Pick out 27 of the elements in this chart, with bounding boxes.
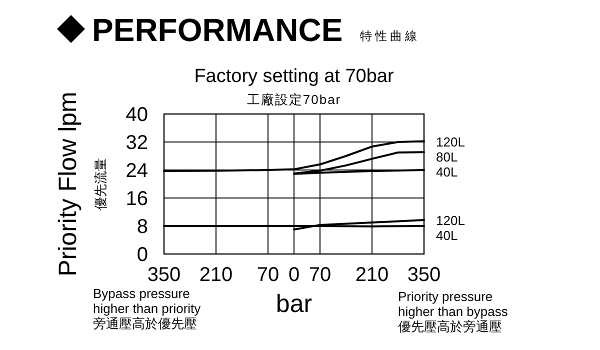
annotation: Priority pressure higher than bypass 優先壓高於旁通壓 [398, 289, 508, 334]
xtick: 70 [256, 264, 280, 286]
xtick: 210 [355, 264, 389, 286]
xtick: 0 [288, 264, 300, 286]
xlabel: bar [276, 290, 312, 318]
ytick: 40 [126, 104, 148, 126]
ytick: 24 [126, 160, 148, 182]
ytick: 32 [126, 132, 148, 154]
ylabel: Priority Flow lpm [54, 92, 82, 276]
ytick: 16 [126, 188, 148, 210]
xtick: 350 [147, 264, 181, 286]
xtick: 70 [308, 264, 332, 286]
subtitle: 特性曲線 [360, 29, 420, 43]
annotation: 優先流量 [93, 158, 108, 210]
series-name: 40L [436, 228, 458, 244]
title: PERFORMANCE [92, 12, 343, 48]
series-name: 120L [436, 134, 465, 150]
series-name: 120L [436, 213, 465, 228]
series-name: 40L [436, 164, 458, 180]
xtick: 350 [407, 264, 441, 286]
series-name: 80L [436, 149, 458, 164]
annotation: 工廠設定70bar [246, 92, 342, 107]
xtick: 210 [199, 264, 233, 286]
ytick: 8 [136, 216, 148, 238]
annotation: Factory setting at 70bar [194, 66, 394, 87]
ytick: 0 [136, 244, 148, 266]
annotation: Bypass pressure higher than priority 旁通壓高於優先壓 [93, 286, 201, 331]
